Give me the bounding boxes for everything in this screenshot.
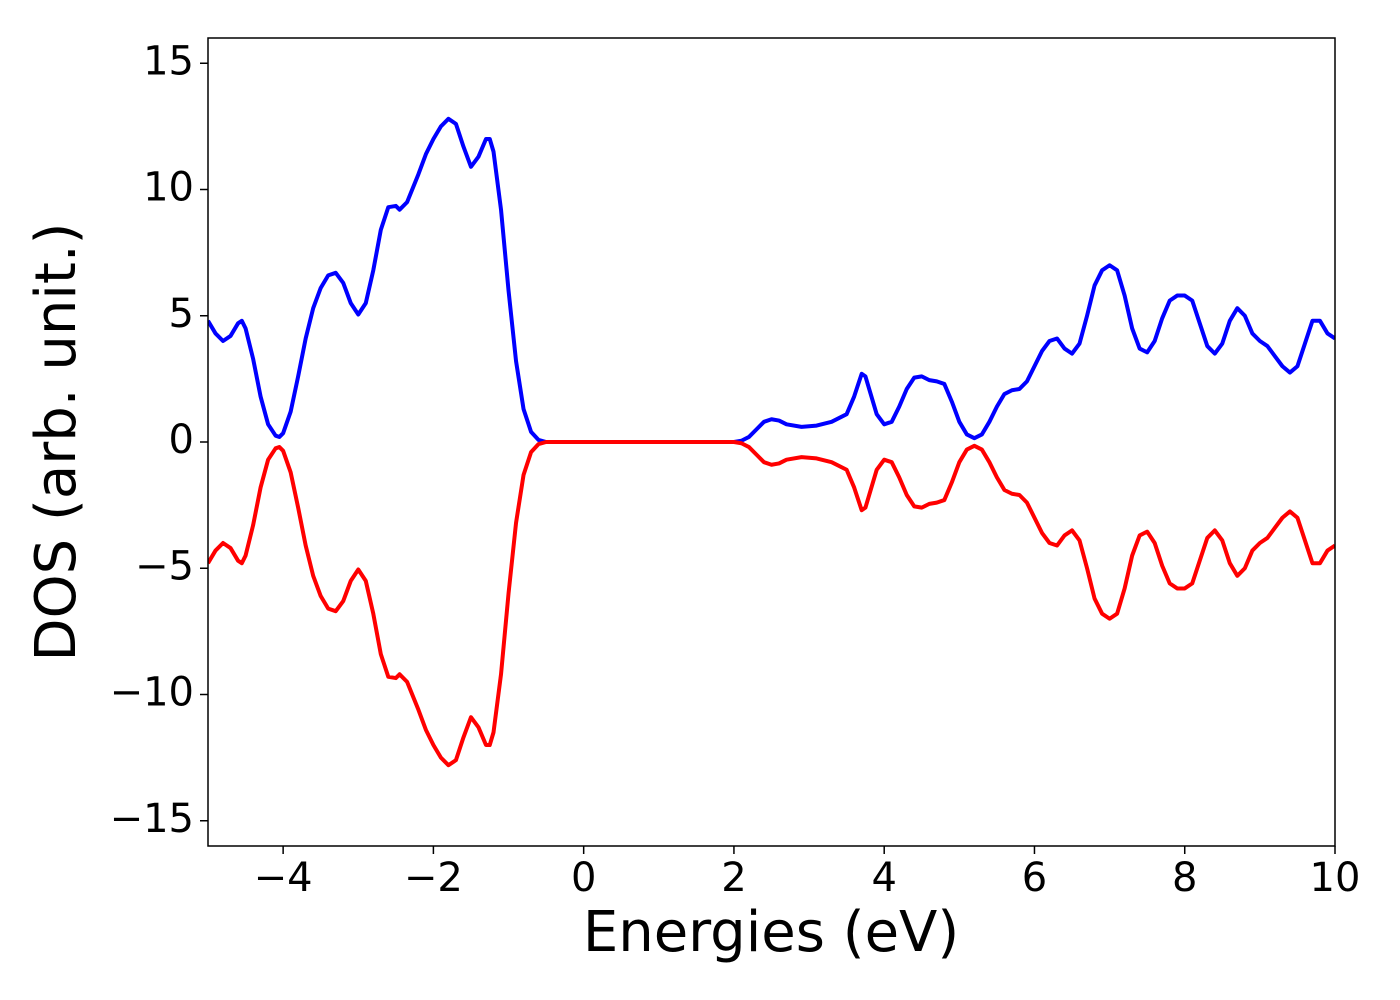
dos-line <box>208 116 1335 444</box>
y-axis-label: DOS (arb. unit.) <box>24 222 89 661</box>
x-tick-label: 2 <box>721 855 746 901</box>
x-tick-label: 4 <box>871 855 896 901</box>
y-tick-label: −5 <box>135 543 194 589</box>
y-tick-label: −15 <box>110 796 194 842</box>
y-tick-label: 15 <box>143 38 194 84</box>
x-tick-label: 6 <box>1022 855 1047 901</box>
y-tick-label: 10 <box>143 165 194 211</box>
dos-line <box>208 440 1335 768</box>
plot-frame <box>207 37 1336 847</box>
y-tick-label: 0 <box>169 417 194 463</box>
x-tick-label: −4 <box>254 855 313 901</box>
x-tick-label: 10 <box>1310 855 1361 901</box>
x-axis-label: Energies (eV) <box>583 900 959 965</box>
x-tick-label: 0 <box>571 855 596 901</box>
y-tick-label: −10 <box>110 670 194 716</box>
y-tick-label: 5 <box>169 291 194 337</box>
x-tick-label: −2 <box>404 855 463 901</box>
x-tick-label: 8 <box>1172 855 1197 901</box>
